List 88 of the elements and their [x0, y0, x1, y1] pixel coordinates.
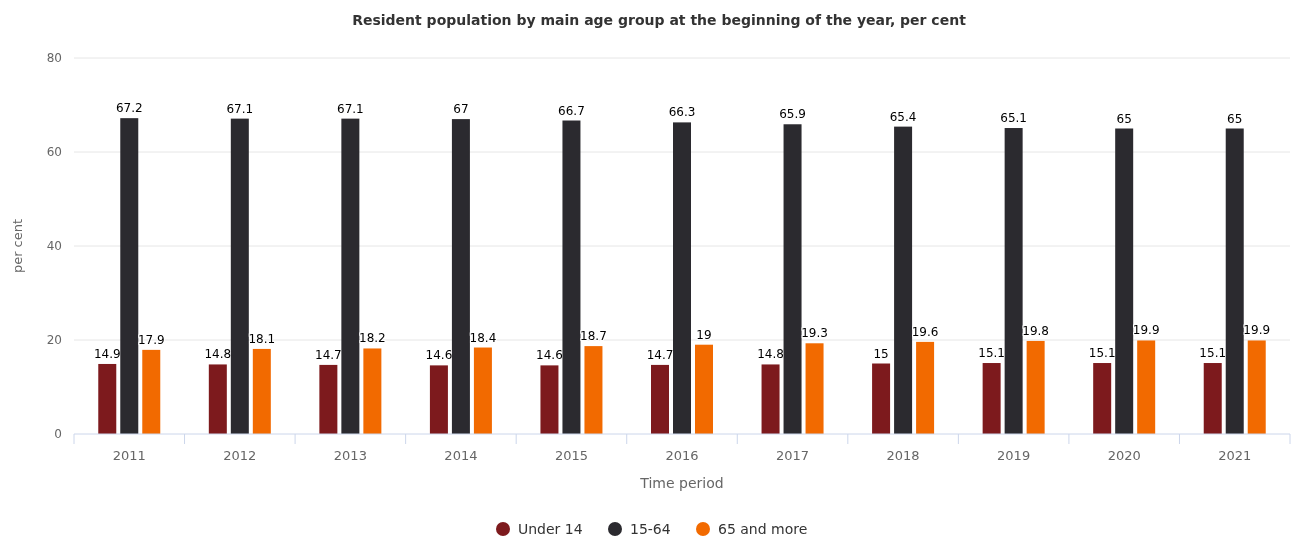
y-axis-title: per cent: [10, 218, 25, 274]
bar: [363, 348, 382, 434]
data-label: 67.2: [115, 101, 143, 116]
bar: [473, 347, 492, 434]
bar: [319, 364, 338, 434]
x-tick-label: 2011: [112, 448, 146, 463]
bar: [429, 365, 448, 434]
bar: [761, 364, 780, 434]
x-tick-label: 2021: [1218, 448, 1252, 463]
bar: [341, 118, 360, 434]
data-label: 65: [1116, 111, 1132, 126]
data-label: 19.6: [911, 324, 939, 339]
y-tick-label: 40: [46, 239, 62, 254]
data-label: 15.1: [1199, 346, 1227, 361]
data-label: 19.9: [1132, 323, 1160, 338]
bar: [783, 124, 802, 434]
x-tick-label: 2016: [665, 448, 699, 463]
data-label: 15: [873, 346, 889, 361]
bar: [1004, 128, 1023, 434]
data-label: 14.8: [757, 347, 784, 362]
x-axis-title: Time period: [639, 475, 724, 491]
data-label: 66.7: [558, 103, 585, 118]
x-tick-label: 2012: [223, 448, 257, 463]
x-tick-label: 2017: [776, 448, 810, 463]
data-label: 65.4: [889, 109, 917, 124]
y-tick-label: 60: [46, 145, 62, 160]
data-label: 15.1: [978, 346, 1005, 361]
bar: [1247, 340, 1266, 434]
x-tick-label: 2019: [997, 448, 1031, 463]
x-tick-label: 2015: [554, 448, 588, 463]
bar: [805, 343, 824, 434]
data-label: 17.9: [137, 332, 165, 347]
bar: [562, 120, 581, 434]
bar: [208, 364, 227, 434]
bar: [142, 349, 161, 434]
bar: [1137, 340, 1156, 434]
y-tick-label: 20: [46, 333, 62, 348]
bar: [451, 119, 470, 434]
bar: [916, 341, 935, 434]
bar: [673, 122, 691, 434]
data-label: 66.3: [668, 105, 696, 120]
legend-label: 65 and more: [718, 521, 808, 537]
y-tick-label: 0: [54, 427, 62, 442]
data-label: 19.8: [1022, 323, 1049, 338]
bar: [120, 118, 139, 434]
bar: [651, 364, 669, 434]
data-label: 18.2: [359, 331, 386, 346]
bar: [98, 363, 117, 434]
x-tick-label: 2020: [1107, 448, 1141, 463]
bar: [1203, 363, 1222, 434]
data-label: 14.6: [536, 348, 563, 363]
data-label: 19.3: [801, 326, 828, 341]
data-label: 65.1: [1000, 111, 1027, 126]
bar: [894, 126, 913, 434]
bar: [1026, 340, 1045, 434]
data-label: 14.9: [93, 346, 121, 361]
bar: [252, 348, 271, 434]
data-label: 67: [453, 102, 469, 117]
data-label: 19.9: [1243, 323, 1271, 338]
bar: [982, 363, 1001, 434]
data-label: 18.7: [580, 329, 607, 344]
bar: [695, 344, 713, 434]
data-label: 14.6: [425, 348, 453, 363]
data-label: 19: [696, 327, 712, 342]
data-label: 65: [1227, 111, 1243, 126]
bar: [1225, 128, 1244, 434]
data-label: 15.1: [1088, 346, 1116, 361]
y-tick-label: 80: [46, 51, 62, 66]
chart-title: Resident population by main age group at the beginning of the year, per cent: [352, 12, 967, 28]
data-label: 14.8: [204, 347, 232, 362]
bar: [584, 346, 603, 434]
bar: [540, 365, 559, 434]
data-label: 18.1: [248, 331, 276, 346]
x-tick-label: 2013: [333, 448, 367, 463]
legend-label: Under 14: [518, 521, 583, 537]
legend-label: 15-64: [630, 521, 671, 537]
bar: [1115, 128, 1134, 434]
x-tick-label: 2014: [444, 448, 478, 463]
bar: [230, 118, 249, 434]
data-label: 18.4: [469, 330, 497, 345]
bar: [872, 363, 891, 434]
data-label: 14.7: [646, 347, 674, 362]
x-tick-label: 2018: [886, 448, 920, 463]
data-label: 65.9: [779, 107, 806, 122]
bar: [1093, 363, 1112, 434]
data-label: 14.7: [315, 347, 342, 362]
data-label: 67.1: [226, 101, 254, 116]
data-label: 67.1: [337, 101, 364, 116]
